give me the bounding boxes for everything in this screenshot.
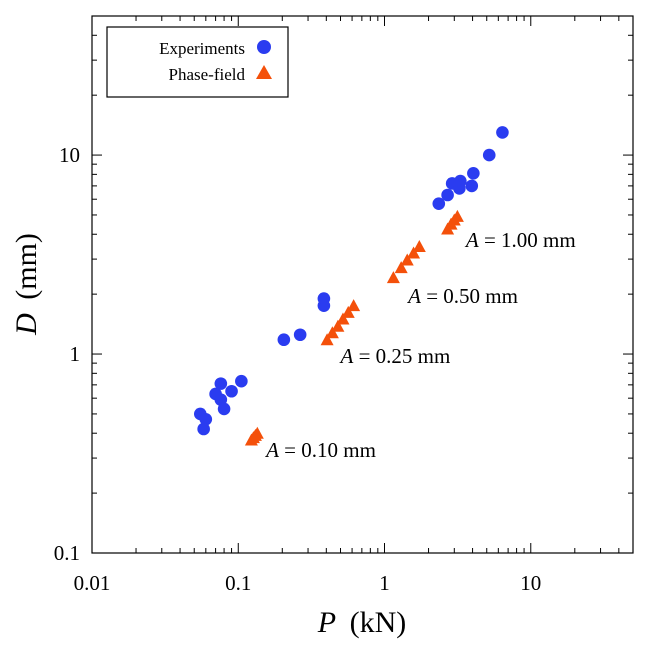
series-phase-field	[244, 209, 464, 446]
phase-field-point	[325, 326, 339, 339]
experiment-point	[199, 412, 213, 426]
experiment-point	[317, 292, 331, 305]
minor-ticks	[91, 15, 634, 554]
phase-field-point	[400, 253, 414, 266]
y-tick-label: 1	[70, 342, 81, 366]
experiment-point	[465, 179, 479, 193]
experiment-point	[217, 402, 231, 416]
legend-label-experiments: Experiments	[159, 39, 245, 58]
experiment-point	[496, 126, 509, 139]
legend-marker-phase-field	[256, 65, 272, 79]
phase-field-point	[336, 312, 350, 325]
phase-field-point	[450, 209, 464, 222]
experiment-point	[235, 374, 248, 388]
phase-field-point	[250, 426, 264, 439]
data-marks	[193, 126, 509, 446]
legend: Experiments Phase-field	[106, 26, 289, 98]
phase-field-point	[394, 261, 408, 274]
x-tick-label: 0.1	[225, 571, 251, 595]
annotations: A = 0.10 mm A = 0.25 mm A = 0.50 mm A = 1.0…	[264, 228, 576, 462]
y-tick-labels: 0.1 1 10	[54, 143, 80, 565]
experiment-point	[454, 174, 467, 188]
amplitude-annotation: A = 0.50 mm	[406, 284, 518, 308]
phase-field-point	[341, 305, 355, 318]
phase-field-point	[412, 240, 426, 253]
legend-box	[106, 26, 289, 98]
experiment-point	[277, 333, 291, 347]
x-tick-label: 0.01	[74, 571, 111, 595]
experiment-point	[225, 384, 238, 398]
phase-field-point	[407, 246, 421, 259]
y-tick-label: 0.1	[54, 541, 80, 565]
amplitude-annotation: A = 0.10 mm	[264, 438, 376, 462]
amplitude-annotation: A = 1.00 mm	[464, 228, 576, 252]
phase-field-point	[347, 299, 361, 312]
x-tick-label: 10	[520, 571, 541, 595]
legend-label-phase-field: Phase-field	[169, 65, 246, 84]
amplitude-annotation: A = 0.25 mm	[338, 344, 450, 368]
legend-marker-experiments	[257, 40, 271, 54]
x-axis-title: P (kN)	[317, 606, 406, 639]
experiment-point	[197, 422, 210, 436]
y-axis-title: D (mm)	[10, 233, 43, 336]
x-tick-labels: 0.01 0.1 1 10	[74, 571, 542, 595]
phase-field-point	[386, 271, 400, 284]
phase-field-point	[331, 319, 345, 332]
phase-field-point	[320, 333, 334, 346]
x-tick-label: 1	[379, 571, 390, 595]
experiment-point	[482, 148, 496, 162]
experiment-point	[467, 166, 480, 180]
series-experiments	[193, 126, 509, 436]
experiment-point	[214, 377, 228, 390]
experiment-point	[293, 328, 307, 342]
experiment-point	[441, 188, 454, 202]
plot-frame	[91, 15, 634, 554]
y-tick-label: 10	[59, 143, 80, 167]
experiment-point	[432, 197, 446, 210]
